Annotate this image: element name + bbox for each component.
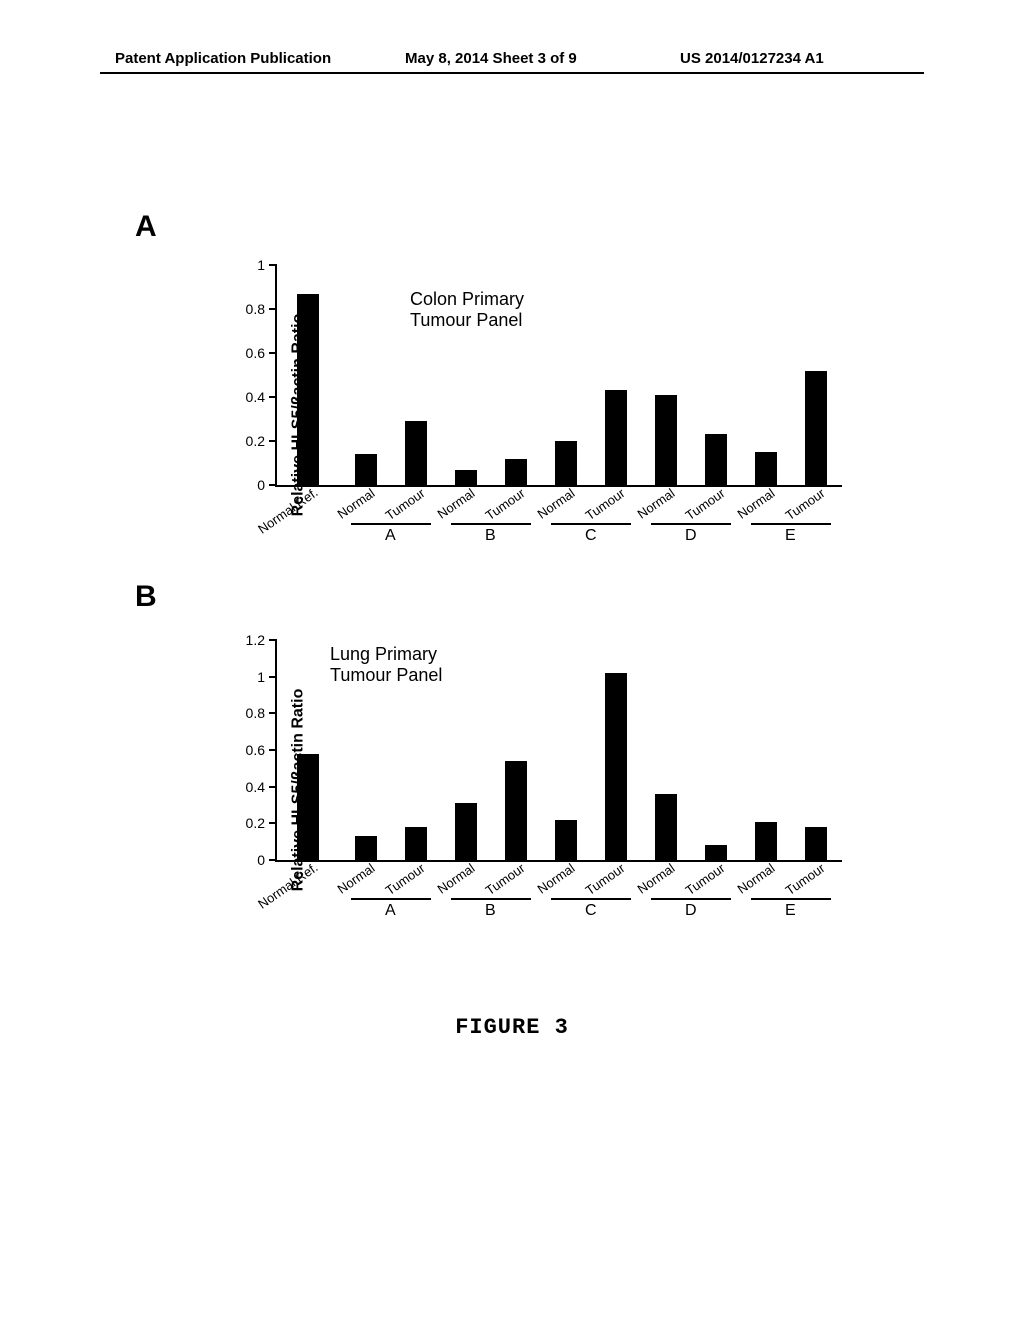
- chart-lung-bar: [355, 836, 377, 860]
- chart-colon-group-label: D: [685, 527, 697, 545]
- chart-lung-ytick-label: 0: [257, 852, 265, 868]
- chart-colon-bar: [705, 434, 727, 485]
- chart-colon-ytick: [269, 308, 277, 310]
- chart-lung-ytick: [269, 786, 277, 788]
- chart-colon-ytick: [269, 440, 277, 442]
- chart-colon-bar: [455, 470, 477, 485]
- chart-colon-ytick-label: 0.8: [246, 301, 265, 317]
- chart-colon-group-line: [451, 523, 531, 525]
- chart-lung-ytick: [269, 712, 277, 714]
- chart-colon-bar: [805, 371, 827, 485]
- chart-colon-bar: [405, 421, 427, 485]
- chart-lung-bar: [297, 754, 319, 860]
- chart-lung-bar: [555, 820, 577, 860]
- chart-lung-group-label: B: [485, 902, 496, 920]
- chart-colon-xlabel: Tumour: [483, 485, 528, 523]
- chart-colon-xlabel: Normal: [735, 485, 778, 521]
- chart-colon-xlabel: Tumour: [783, 485, 828, 523]
- chart-colon-bar: [555, 441, 577, 485]
- chart-colon-xlabel: Normal: [635, 485, 678, 521]
- chart-lung-group-line: [351, 898, 431, 900]
- chart-lung-bar: [805, 827, 827, 860]
- header-patent-number: US 2014/0127234 A1: [680, 50, 824, 67]
- chart-colon-group-line: [651, 523, 731, 525]
- header-date-sheet: May 8, 2014 Sheet 3 of 9: [405, 50, 577, 67]
- chart-colon-ytick-label: 0.6: [246, 345, 265, 361]
- chart-colon-ytick-label: 0.4: [246, 389, 265, 405]
- chart-lung-xlabel: Tumour: [383, 860, 428, 898]
- chart-colon-xlabel: Tumour: [683, 485, 728, 523]
- chart-lung-bar: [455, 803, 477, 860]
- chart-colon-group-line: [751, 523, 831, 525]
- chart-lung-group-line: [751, 898, 831, 900]
- chart-colon-group-label: A: [385, 527, 396, 545]
- chart-colon-ytick: [269, 352, 277, 354]
- chart-lung-xlabel: Tumour: [783, 860, 828, 898]
- chart-colon-bar: [297, 294, 319, 485]
- chart-lung-ytick-label: 1.2: [246, 632, 265, 648]
- chart-lung-group-line: [651, 898, 731, 900]
- chart-lung-group-line: [451, 898, 531, 900]
- chart-colon-ytick-label: 0: [257, 477, 265, 493]
- chart-lung-ytick-label: 0.6: [246, 742, 265, 758]
- chart-lung-xlabel: Normal: [635, 860, 678, 896]
- chart-colon-group-label: E: [785, 527, 796, 545]
- chart-lung-group-line: [551, 898, 631, 900]
- chart-lung-bar: [705, 845, 727, 860]
- header-publication: Patent Application Publication: [115, 50, 331, 67]
- chart-colon-group-label: B: [485, 527, 496, 545]
- chart-lung-ytick-label: 0.2: [246, 815, 265, 831]
- chart-lung-bar: [655, 794, 677, 860]
- panel-b-label: B: [135, 580, 157, 614]
- chart-lung-ytick: [269, 859, 277, 861]
- chart-colon-xlabel: Normal: [435, 485, 478, 521]
- chart-lung-group-label: A: [385, 902, 396, 920]
- chart-colon-group-line: [351, 523, 431, 525]
- chart-colon-bar: [505, 459, 527, 485]
- chart-lung-group-label: C: [585, 902, 597, 920]
- chart-lung-ytick-label: 0.4: [246, 779, 265, 795]
- chart-lung-group-label: E: [785, 902, 796, 920]
- chart-colon-bar: [655, 395, 677, 485]
- chart-colon-group-line: [551, 523, 631, 525]
- chart-lung-ytick-label: 1: [257, 669, 265, 685]
- chart-colon-xlabel: Tumour: [383, 485, 428, 523]
- chart-colon-xlabel: Tumour: [583, 485, 628, 523]
- chart-lung-ytick: [269, 676, 277, 678]
- chart-colon-group-label: C: [585, 527, 597, 545]
- chart-colon-bar: [355, 454, 377, 485]
- chart-lung-xlabel: Tumour: [683, 860, 728, 898]
- chart-colon-ytick: [269, 264, 277, 266]
- chart-lung-plot: 00.20.40.60.811.2Normal Ref.NormalTumour…: [275, 640, 842, 862]
- chart-lung-xlabel: Normal: [735, 860, 778, 896]
- chart-colon-ytick-label: 1: [257, 257, 265, 273]
- chart-lung-xlabel: Normal: [435, 860, 478, 896]
- chart-colon-ytick: [269, 484, 277, 486]
- chart-colon-xlabel: Normal: [535, 485, 578, 521]
- chart-colon-plot: 00.20.40.60.81Normal Ref.NormalTumourNor…: [275, 265, 842, 487]
- chart-colon: Relative HLS5/βactin Ratio Colon Primary…: [235, 265, 875, 565]
- header-rule: [100, 72, 924, 74]
- chart-colon-xlabel: Normal: [335, 485, 378, 521]
- figure-caption: FIGURE 3: [0, 1015, 1024, 1040]
- chart-colon-ytick: [269, 396, 277, 398]
- chart-lung-ytick-label: 0.8: [246, 705, 265, 721]
- chart-lung-group-label: D: [685, 902, 697, 920]
- chart-lung: Relative HLS5/βactin Ratio Lung Primary …: [235, 640, 875, 940]
- chart-lung-bar: [505, 761, 527, 860]
- chart-colon-bar: [605, 390, 627, 485]
- chart-lung-bar: [605, 673, 627, 860]
- chart-lung-xlabel: Normal: [535, 860, 578, 896]
- chart-lung-bar: [405, 827, 427, 860]
- chart-lung-xlabel: Tumour: [483, 860, 528, 898]
- chart-lung-ytick: [269, 822, 277, 824]
- chart-colon-bar: [755, 452, 777, 485]
- chart-lung-ytick: [269, 639, 277, 641]
- chart-colon-ytick-label: 0.2: [246, 433, 265, 449]
- chart-lung-ytick: [269, 749, 277, 751]
- panel-a-label: A: [135, 210, 157, 244]
- chart-lung-xlabel: Tumour: [583, 860, 628, 898]
- chart-lung-bar: [755, 822, 777, 861]
- chart-lung-xlabel: Normal: [335, 860, 378, 896]
